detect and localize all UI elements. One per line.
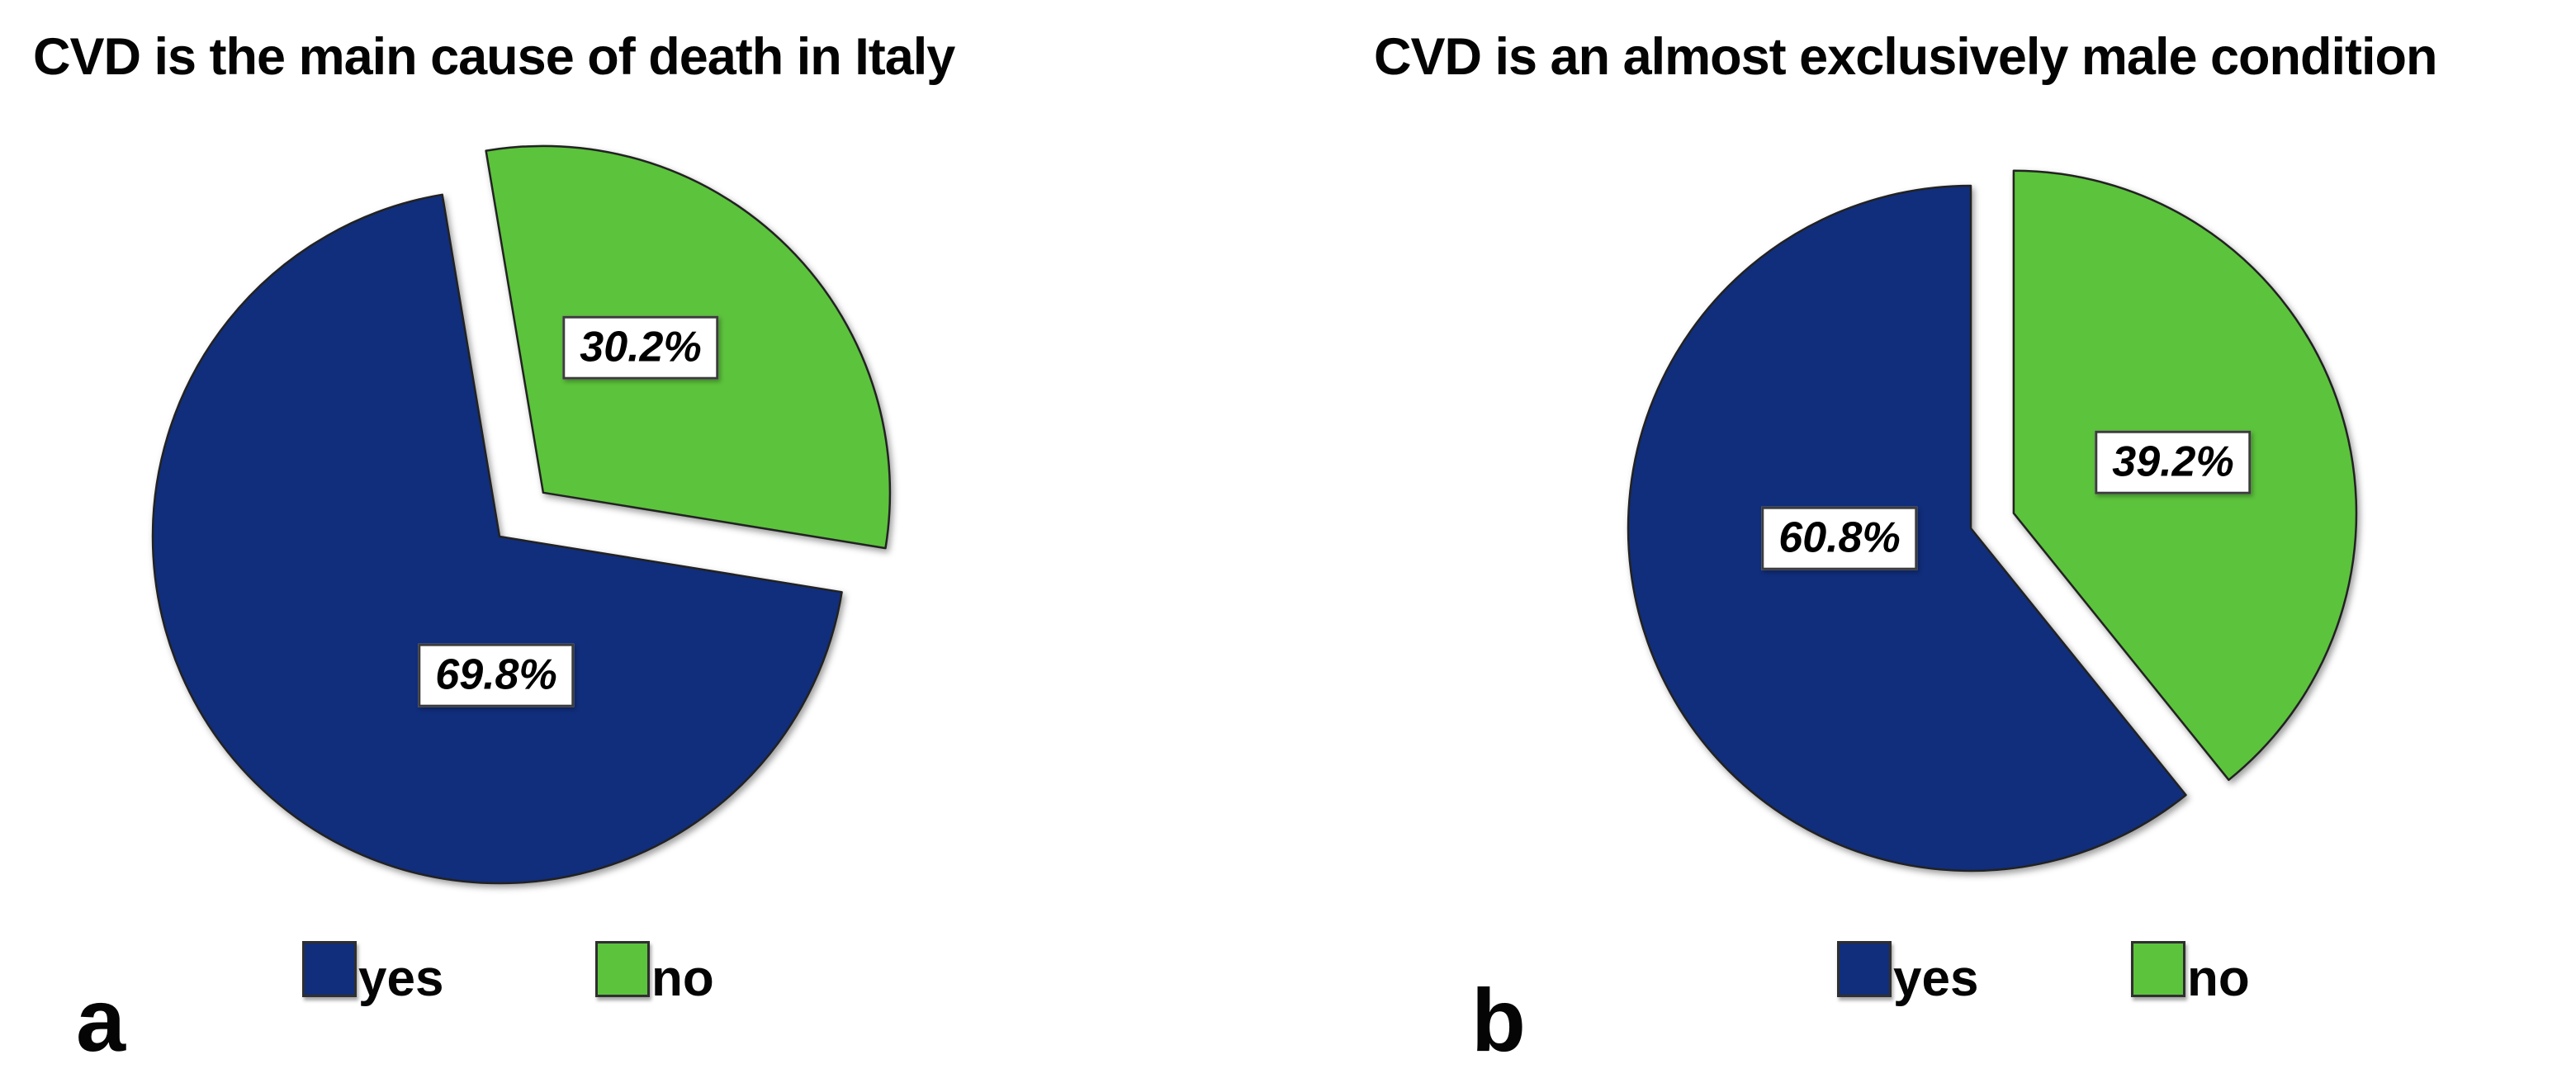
- panel-b: CVD is an almost exclusively male condit…: [1288, 0, 2576, 1083]
- pie-slice-yes: [151, 193, 843, 885]
- legend-swatch-no: [595, 941, 650, 997]
- slice-value-label-no: 39.2%: [2095, 430, 2252, 494]
- legend-label-yes: yes: [1893, 950, 1979, 1007]
- chart-a-pie: [151, 144, 892, 885]
- panel-a: CVD is the main cause of death in Italy …: [33, 28, 955, 1070]
- legend-label-no: no: [2187, 950, 2250, 1007]
- legend-item-yes: yes: [1837, 941, 1978, 1005]
- panel-letter-b: b: [1471, 970, 1526, 1070]
- legend-swatch-yes: [1837, 941, 1892, 997]
- legend-item-no: no: [595, 941, 714, 1005]
- chart-a-title: CVD is the main cause of death in Italy: [33, 28, 955, 86]
- slice-value-label-yes: 69.8%: [418, 643, 575, 707]
- slice-value-label-yes: 60.8%: [1761, 506, 1918, 570]
- legend-item-yes: yes: [302, 941, 443, 1005]
- chart-b-title: CVD is an almost exclusively male condit…: [1374, 28, 2437, 86]
- legend-item-no: no: [2131, 941, 2250, 1005]
- panel-letter-a: a: [76, 970, 126, 1070]
- chart-b-pie: [1627, 169, 2358, 873]
- legend-swatch-no: [2131, 941, 2185, 997]
- legend-label-yes: yes: [358, 950, 444, 1007]
- legend-label-no: no: [651, 950, 714, 1007]
- legend-swatch-yes: [302, 941, 357, 997]
- slice-value-label-no: 30.2%: [562, 315, 719, 380]
